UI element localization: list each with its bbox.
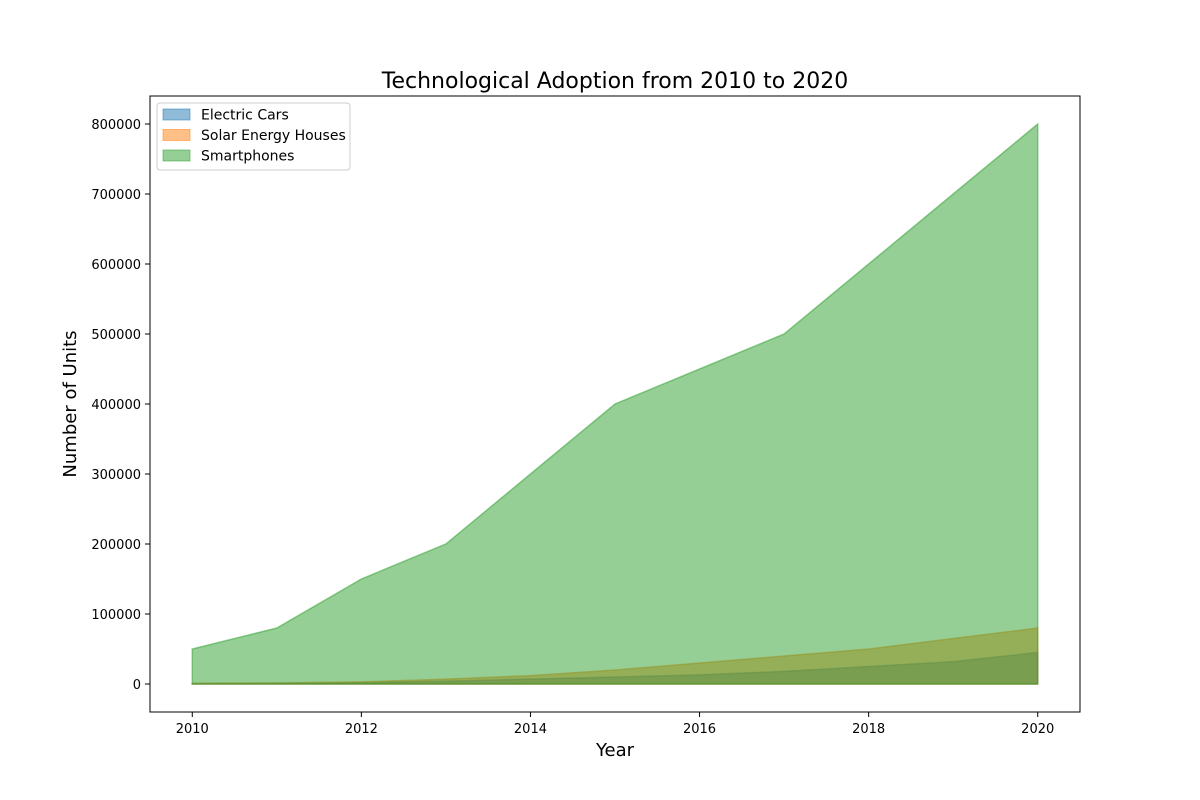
y-tick-label: 400000 [91,398,141,413]
y-tick-label: 300000 [91,468,141,483]
x-tick-label: 2014 [514,722,547,737]
y-tick-label: 200000 [91,538,141,553]
series-layer [191,122,1039,685]
y-tick-label: 700000 [91,188,141,203]
y-tick-label: 800000 [91,118,141,133]
area-series-smartphones [191,122,1039,685]
y-tick-label: 0 [133,678,141,693]
y-tick-label: 100000 [91,608,141,623]
legend-swatch-smartphones [162,149,191,162]
y-axis-title: Number of Units [60,330,81,477]
y-tick-label: 500000 [91,328,141,343]
legend: Electric Cars Solar Energy Houses Smartpho… [156,102,351,171]
chart-title: Technological Adoption from 2010 to 2020 [381,69,848,94]
legend-box [156,102,351,171]
x-tick-label: 2020 [1021,722,1054,737]
x-axis-title: Year [595,740,635,761]
legend-label-smartphones: Smartphones [201,149,294,165]
legend-swatch-solar-energy-houses [162,129,191,141]
x-tick-label: 2016 [683,722,716,737]
x-tick-label: 2010 [176,722,209,737]
legend-label-solar-energy-houses: Solar Energy Houses [201,128,346,144]
y-tick-label: 600000 [91,258,141,273]
x-tick-label: 2018 [852,722,885,737]
y-axis: 0 100000 200000 300000 400000 500000 600000 700… [91,118,150,693]
x-tick-label: 2012 [345,722,378,737]
x-axis: 2010 2012 2014 2016 2018 2020 [176,712,1054,737]
legend-label-electric-cars: Electric Cars [201,108,289,124]
legend-swatch-electric-cars [162,108,191,121]
